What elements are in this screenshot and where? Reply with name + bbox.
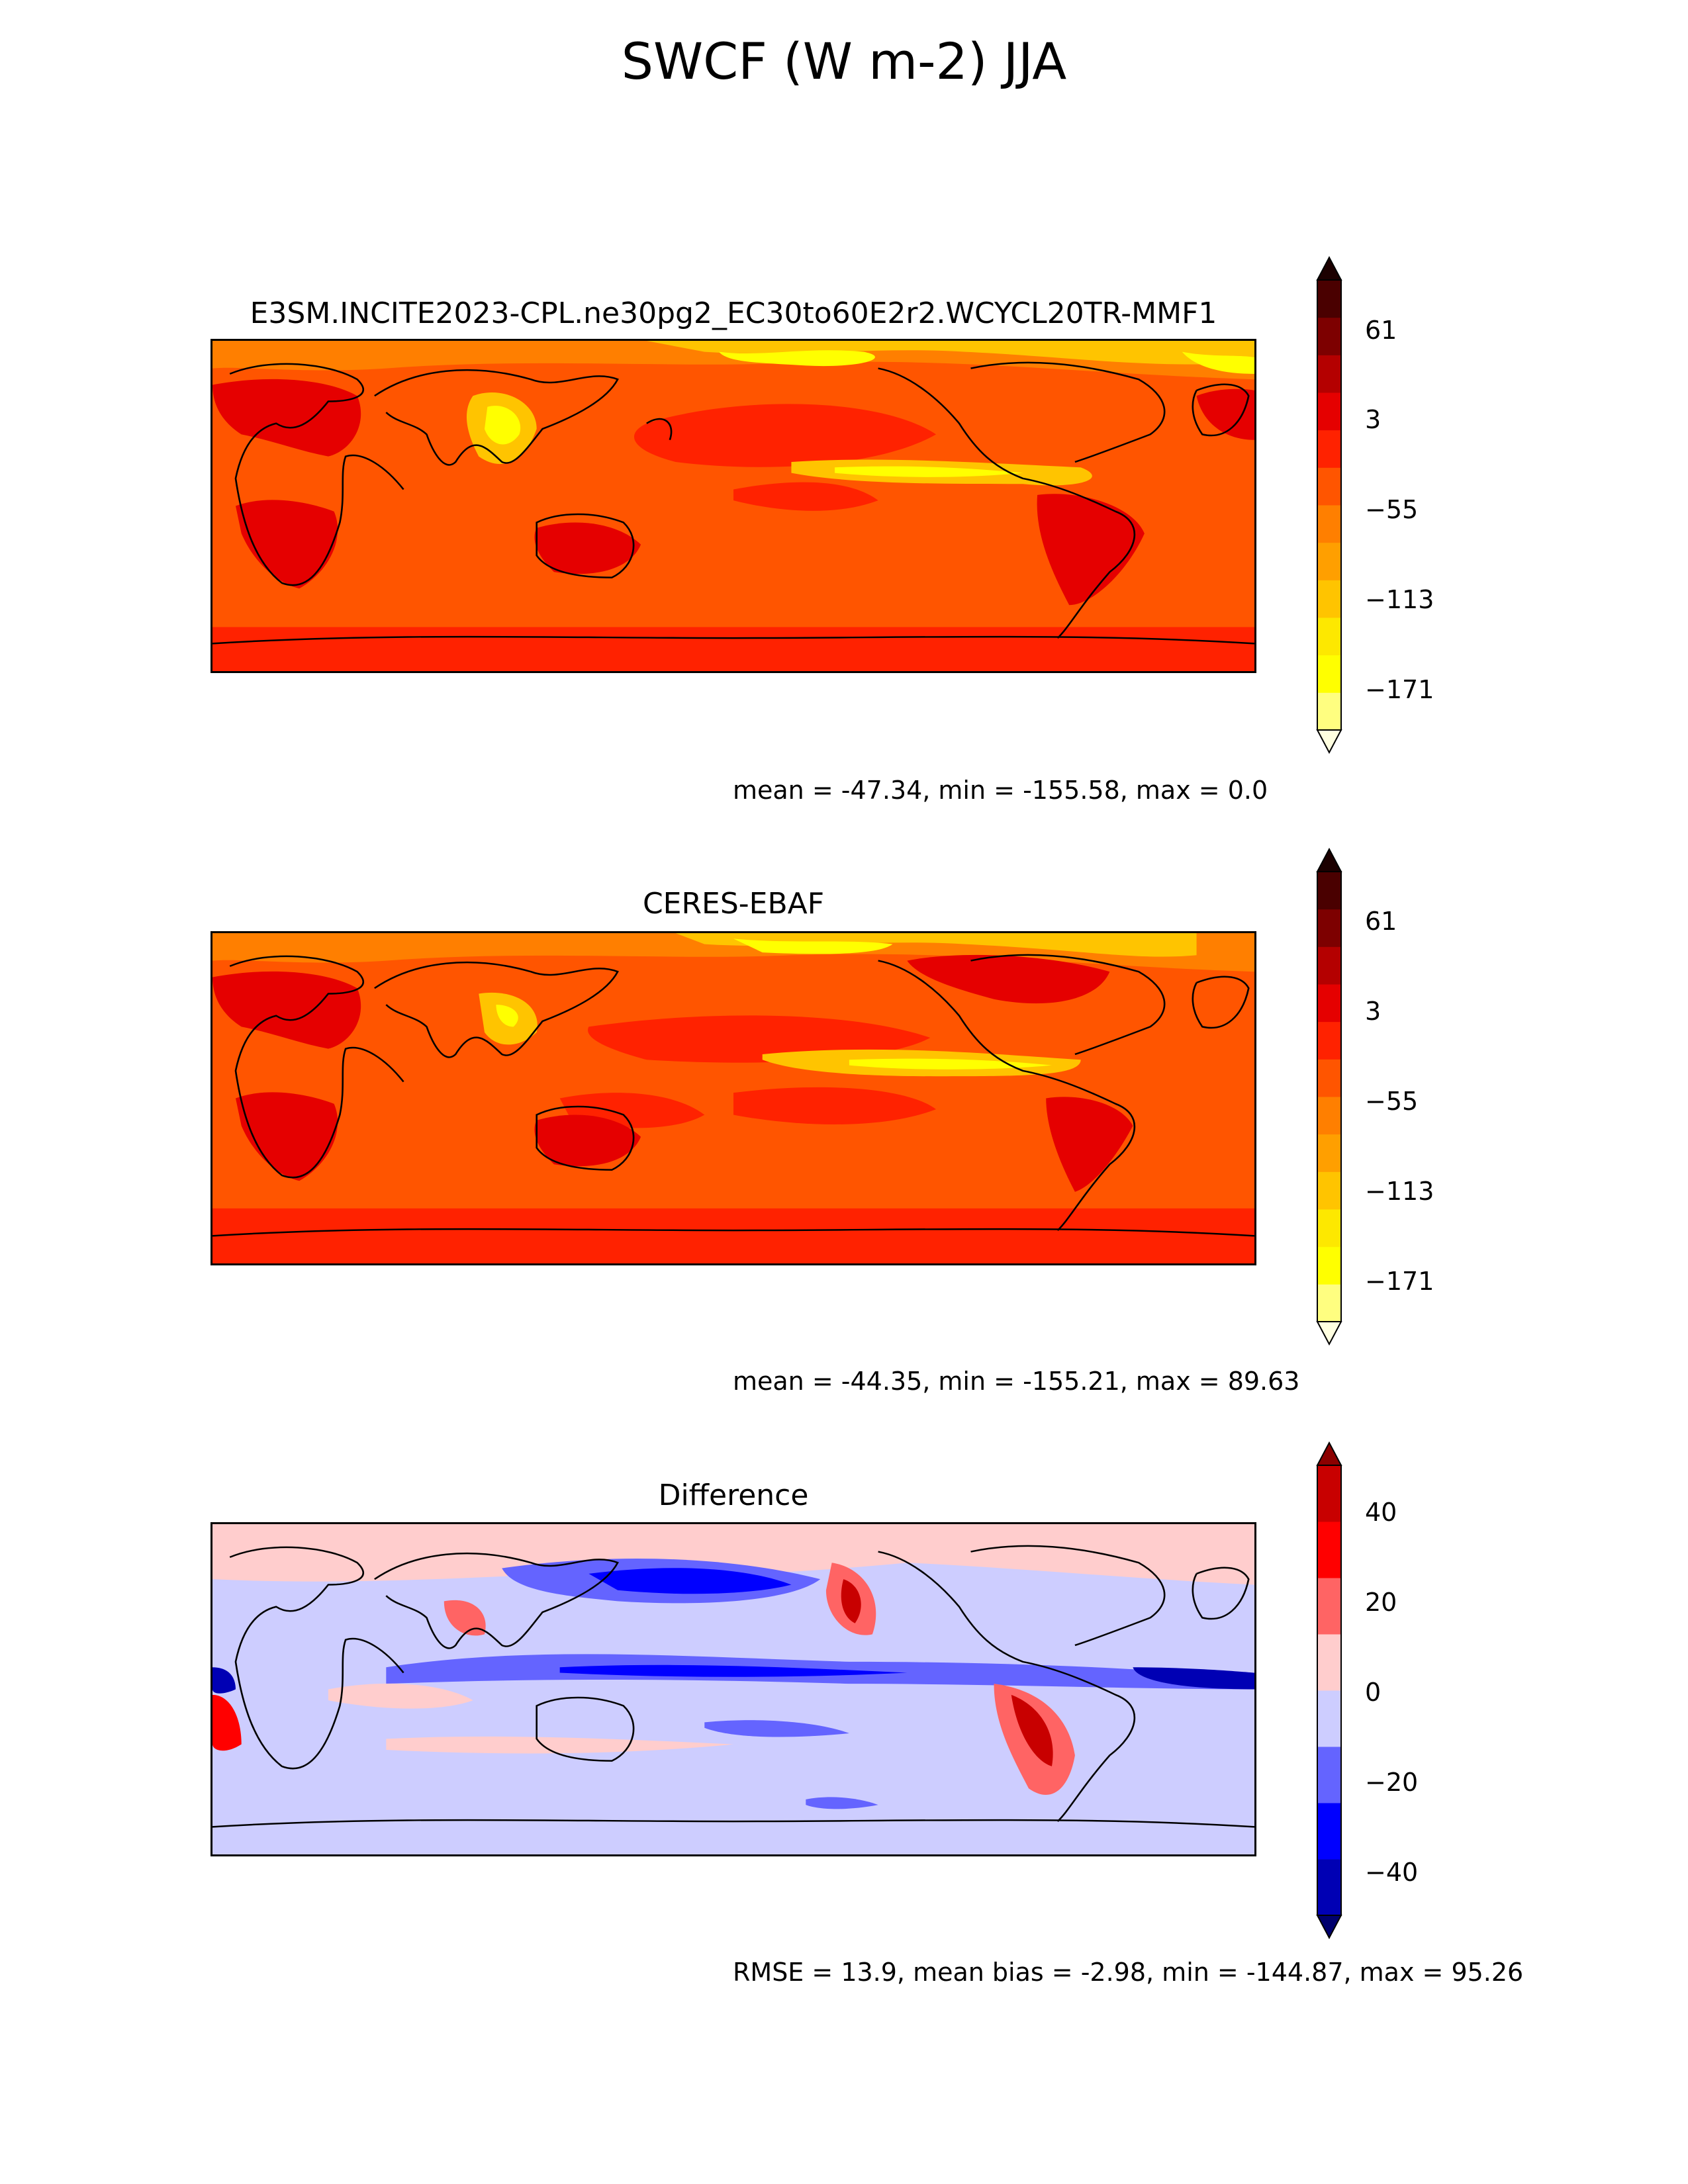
- colorbar-band: [1317, 1209, 1341, 1248]
- colorbar-band: [1317, 280, 1341, 318]
- panel-3-cbar-tick: 40: [1365, 1498, 1397, 1527]
- panel-3-cbar-tick: 0: [1365, 1678, 1382, 1707]
- panel-2-cbar-tick: −113: [1365, 1177, 1434, 1206]
- colorbar-band: [1317, 984, 1341, 1023]
- panel-1-field: [212, 341, 1254, 671]
- colorbar-extend-max: [1316, 847, 1342, 872]
- panel-1-cbar-tick: −113: [1365, 585, 1434, 614]
- panel-2-cbar-tick: 61: [1365, 907, 1397, 936]
- colorbar-band: [1317, 1803, 1341, 1860]
- panel-1-cbar-tick: −171: [1365, 675, 1434, 704]
- colorbar-band: [1317, 1690, 1341, 1747]
- colorbar-band: [1317, 392, 1341, 431]
- colorbar-band: [1317, 580, 1341, 618]
- panel-1-map: [211, 339, 1256, 673]
- panel-3-field: [212, 1524, 1254, 1854]
- colorbar-band: [1317, 1284, 1341, 1322]
- panel-3-cbar-tick: −40: [1365, 1858, 1419, 1887]
- colorbar-band: [1317, 1747, 1341, 1803]
- panel-1-cbar-tick: 61: [1365, 316, 1397, 345]
- panel-2-coastlines: [212, 954, 1254, 1237]
- colorbar-extend-max: [1316, 1441, 1342, 1466]
- panel-2-cbar-tick: 3: [1365, 997, 1382, 1026]
- panel-2-colorbar: [1316, 847, 1342, 1346]
- colorbar-band: [1317, 1465, 1341, 1522]
- colorbar-band: [1317, 1021, 1341, 1060]
- colorbar-extend-max: [1316, 255, 1342, 281]
- panel-3-title: Difference: [658, 1479, 809, 1512]
- colorbar-band: [1317, 430, 1341, 468]
- colorbar-extend-min: [1316, 729, 1342, 754]
- panel-3-cbar-tick: 20: [1365, 1588, 1397, 1617]
- panel-3-colorbar: [1316, 1441, 1342, 1940]
- panel-2-cbar-tick: −55: [1365, 1087, 1419, 1116]
- colorbar-band: [1317, 1634, 1341, 1691]
- panel-2-field: [212, 933, 1254, 1263]
- panel-2-cbar-tick: −171: [1365, 1267, 1434, 1296]
- panel-2-map: [211, 931, 1256, 1265]
- colorbar-frame: [1317, 1465, 1342, 1916]
- panel-1-cbar-tick: −55: [1365, 495, 1419, 524]
- colorbar-band: [1317, 909, 1341, 947]
- panel-2-title: CERES-EBAF: [642, 887, 825, 921]
- panel-3-cbar-tick: −20: [1365, 1768, 1419, 1797]
- colorbar-band: [1317, 692, 1341, 731]
- colorbar-band: [1317, 655, 1341, 693]
- panel-1-cbar-tick: 3: [1365, 405, 1382, 434]
- colorbar-band: [1317, 1097, 1341, 1135]
- colorbar-band: [1317, 946, 1341, 985]
- panel-3-stats: RMSE = 13.9, mean bias = -2.98, min = -1…: [733, 1958, 1524, 1987]
- colorbar-band: [1317, 1522, 1341, 1578]
- colorbar-band: [1317, 617, 1341, 656]
- panel-1-stats: mean = -47.34, min = -155.58, max = 0.0: [733, 776, 1268, 805]
- colorbar-band: [1317, 1059, 1341, 1097]
- panel-1-coastlines: [212, 361, 1254, 645]
- colorbar-frame: [1317, 871, 1342, 1322]
- colorbar-band: [1317, 1859, 1341, 1916]
- colorbar-band: [1317, 317, 1341, 355]
- panel-1-colorbar: [1316, 255, 1342, 754]
- panel-1-title: E3SM.INCITE2023-CPL.ne30pg2_EC30to60E2r2…: [250, 296, 1217, 330]
- colorbar-band: [1317, 1578, 1341, 1635]
- colorbar-band: [1317, 1134, 1341, 1172]
- figure-title: SWCF (W m-2) JJA: [621, 32, 1067, 91]
- colorbar-band: [1317, 1171, 1341, 1210]
- colorbar-band: [1317, 542, 1341, 580]
- colorbar-extend-min: [1316, 1915, 1342, 1940]
- colorbar-band: [1317, 1246, 1341, 1285]
- panel-3-coastlines: [212, 1545, 1254, 1828]
- colorbar-extend-min: [1316, 1321, 1342, 1346]
- colorbar-frame: [1317, 279, 1342, 731]
- colorbar-band: [1317, 467, 1341, 506]
- colorbar-band: [1317, 505, 1341, 543]
- colorbar-band: [1317, 355, 1341, 393]
- panel-3-map: [211, 1522, 1256, 1856]
- colorbar-band: [1317, 872, 1341, 910]
- panel-2-stats: mean = -44.35, min = -155.21, max = 89.6…: [733, 1367, 1300, 1396]
